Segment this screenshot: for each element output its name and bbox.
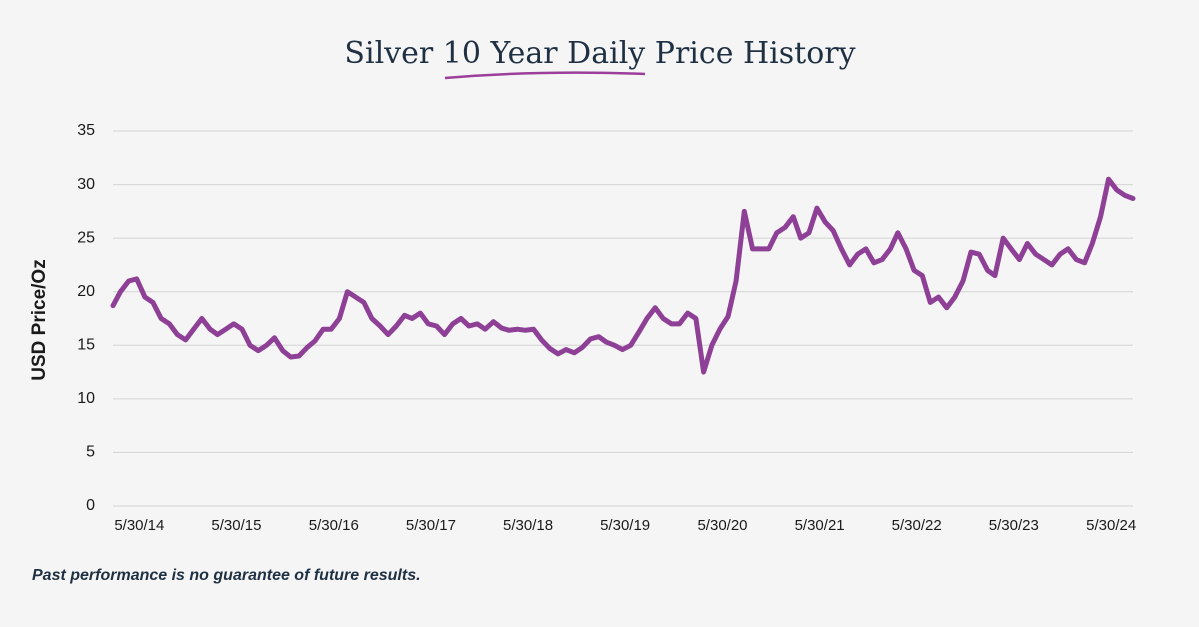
x-tick-label: 5/30/21	[795, 517, 845, 534]
y-tick-label: 30	[77, 176, 95, 193]
y-tick-label: 10	[77, 390, 95, 407]
chart-title: Silver 10 Year Daily Price History	[344, 36, 855, 71]
y-tick-label: 15	[77, 337, 95, 354]
y-tick-label: 25	[77, 229, 95, 246]
x-tick-label: 5/30/17	[406, 517, 456, 534]
x-tick-label: 5/30/23	[989, 517, 1039, 534]
x-tick-label: 5/30/20	[697, 517, 747, 534]
x-tick-label: 5/30/19	[600, 517, 650, 534]
x-tick-label: 5/30/24	[1086, 517, 1136, 534]
x-tick-label: 5/30/22	[892, 517, 942, 534]
y-tick-label: 0	[86, 497, 95, 514]
x-tick-label: 5/30/18	[503, 517, 553, 534]
title-underline	[444, 71, 646, 80]
x-tick-label: 5/30/16	[309, 517, 359, 534]
y-tick-label: 35	[77, 122, 95, 139]
footnote: Past performance is no guarantee of futu…	[32, 567, 421, 584]
y-tick-label: 20	[77, 283, 95, 300]
x-tick-label: 5/30/14	[114, 517, 164, 534]
y-axis-label: USD Price/Oz	[29, 259, 50, 380]
price-line	[110, 176, 1136, 375]
x-tick-label: 5/30/15	[211, 517, 261, 534]
y-tick-label: 5	[86, 444, 95, 461]
